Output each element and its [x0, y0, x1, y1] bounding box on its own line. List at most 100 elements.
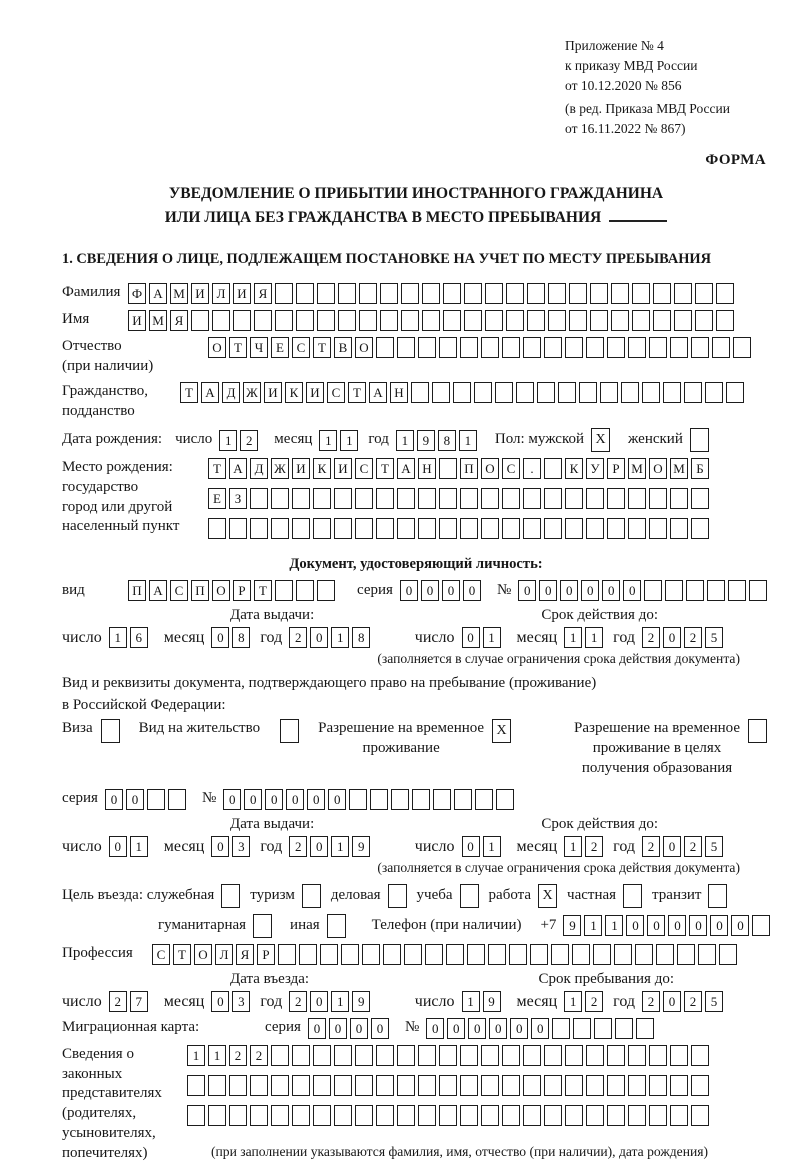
surname-cell[interactable]: [422, 282, 440, 304]
name-cell[interactable]: [191, 309, 209, 331]
citizenship-cell[interactable]: [726, 382, 744, 404]
surname-cell[interactable]: Ф: [128, 282, 146, 304]
doc-type-cell[interactable]: О: [212, 580, 230, 602]
birthplace-cell[interactable]: [355, 488, 373, 510]
citizenship-cell[interactable]: [558, 382, 576, 404]
doc-valid-year-cell[interactable]: 2: [684, 627, 702, 649]
surname-cell[interactable]: [548, 282, 566, 304]
doc-valid-year-cell[interactable]: 0: [663, 627, 681, 649]
citizenship-cell[interactable]: [600, 382, 618, 404]
mig-series-cell[interactable]: 0: [307, 1017, 326, 1039]
birthplace-cell[interactable]: [439, 488, 457, 510]
representative-cell[interactable]: 2: [229, 1044, 247, 1066]
name-cell[interactable]: [275, 309, 293, 331]
res-valid-year-cell[interactable]: 2: [684, 835, 702, 857]
representative-cell[interactable]: [313, 1044, 331, 1066]
representative-cell[interactable]: [691, 1044, 709, 1066]
doc-type-cell[interactable]: П: [128, 580, 146, 602]
birth-day-cell[interactable]: 1: [219, 429, 238, 451]
birthplace-cell[interactable]: [544, 488, 562, 510]
patronymic-cell[interactable]: [565, 336, 583, 358]
res-number-cell[interactable]: 0: [307, 788, 326, 810]
profession-cell[interactable]: С: [152, 943, 170, 965]
surname-cell[interactable]: Л: [212, 282, 230, 304]
entry-month-cell[interactable]: 0: [211, 990, 230, 1012]
name-cell[interactable]: [422, 309, 440, 331]
surname-cell[interactable]: [359, 282, 377, 304]
birthplace-cell[interactable]: [334, 488, 352, 510]
birthplace-cell[interactable]: [439, 458, 457, 480]
name-cell[interactable]: [548, 309, 566, 331]
birthplace-cell[interactable]: [397, 518, 415, 540]
name-cell[interactable]: [695, 309, 713, 331]
birthplace-cell[interactable]: [208, 518, 226, 540]
phone-cell[interactable]: 1: [605, 915, 624, 937]
entry-year-cell[interactable]: 2: [289, 990, 308, 1012]
birthplace-cell[interactable]: [460, 488, 478, 510]
profession-cell[interactable]: [572, 943, 590, 965]
birth-year-cell[interactable]: 9: [416, 429, 435, 451]
birthplace-cell[interactable]: П: [460, 458, 478, 480]
patronymic-cell[interactable]: [418, 336, 436, 358]
representative-cell[interactable]: [565, 1044, 583, 1066]
res-series-cell[interactable]: 0: [125, 788, 144, 810]
surname-cell[interactable]: [317, 282, 335, 304]
representative-cell[interactable]: [481, 1044, 499, 1066]
purpose-other-checkbox[interactable]: [326, 913, 346, 938]
visa-checkbox[interactable]: [100, 719, 120, 744]
representative-cell[interactable]: [439, 1074, 457, 1096]
patronymic-cell[interactable]: [670, 336, 688, 358]
purpose-transit-checkbox[interactable]: [708, 883, 728, 908]
birthplace-cell[interactable]: [565, 518, 583, 540]
doc-issue-year-cell[interactable]: 8: [352, 627, 371, 649]
surname-cell[interactable]: [590, 282, 608, 304]
birthplace-cell[interactable]: [628, 518, 646, 540]
birthplace-cell[interactable]: К: [565, 458, 583, 480]
representative-cell[interactable]: [481, 1104, 499, 1126]
birthplace-cell[interactable]: [271, 488, 289, 510]
representative-cell[interactable]: [418, 1104, 436, 1126]
phone-cell[interactable]: 1: [584, 915, 603, 937]
surname-cell[interactable]: И: [233, 282, 251, 304]
name-cell[interactable]: [653, 309, 671, 331]
entry-year-cell[interactable]: 0: [310, 990, 329, 1012]
representative-cell[interactable]: [355, 1044, 373, 1066]
representative-cell[interactable]: 2: [250, 1044, 268, 1066]
profession-cell[interactable]: [635, 943, 653, 965]
doc-number-cell[interactable]: [686, 580, 705, 602]
doc-issue-day-cell[interactable]: 6: [129, 627, 148, 649]
representative-cell[interactable]: [376, 1104, 394, 1126]
doc-issue-month-cell[interactable]: 0: [211, 627, 230, 649]
res-valid-year-cell[interactable]: 5: [705, 835, 723, 857]
res-series-cell[interactable]: [167, 788, 186, 810]
birthplace-cell[interactable]: [481, 518, 499, 540]
citizenship-cell[interactable]: [432, 382, 450, 404]
profession-cell[interactable]: [446, 943, 464, 965]
doc-type-cell[interactable]: П: [191, 580, 209, 602]
representative-cell[interactable]: [607, 1104, 625, 1126]
res-number-cell[interactable]: [496, 788, 515, 810]
surname-cell[interactable]: [275, 282, 293, 304]
doc-series-cell[interactable]: 0: [441, 580, 460, 602]
profession-cell[interactable]: [320, 943, 338, 965]
stay-day-cell[interactable]: 9: [482, 990, 501, 1012]
birthplace-cell[interactable]: [544, 518, 562, 540]
profession-cell[interactable]: [509, 943, 527, 965]
stay-month-cell[interactable]: 1: [564, 990, 583, 1012]
name-cell[interactable]: [632, 309, 650, 331]
res-issue-day-cell[interactable]: 0: [108, 835, 127, 857]
name-cell[interactable]: [401, 309, 419, 331]
name-cell[interactable]: [254, 309, 272, 331]
surname-cell[interactable]: [380, 282, 398, 304]
profession-cell[interactable]: [362, 943, 380, 965]
doc-valid-month-cell[interactable]: 1: [585, 627, 604, 649]
rvp-checkbox[interactable]: X: [492, 719, 512, 744]
res-valid-day-cell[interactable]: 1: [482, 835, 501, 857]
profession-cell[interactable]: О: [194, 943, 212, 965]
entry-year-cell[interactable]: 9: [352, 990, 371, 1012]
birthplace-cell[interactable]: [670, 488, 688, 510]
citizenship-cell[interactable]: Ж: [243, 382, 261, 404]
profession-cell[interactable]: [425, 943, 443, 965]
patronymic-cell[interactable]: О: [208, 336, 226, 358]
doc-number-cell[interactable]: 0: [518, 580, 537, 602]
